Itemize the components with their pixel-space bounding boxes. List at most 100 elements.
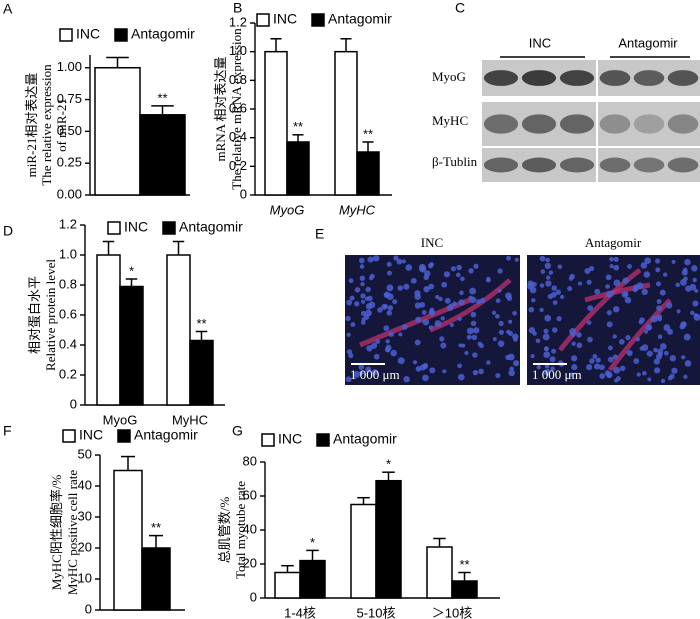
- nucleus: [646, 350, 653, 357]
- nucleus: [645, 324, 652, 331]
- nucleus: [442, 369, 447, 374]
- nucleus: [412, 360, 418, 365]
- nucleus: [439, 336, 445, 342]
- nucleus: [683, 374, 688, 379]
- nucleus: [693, 313, 698, 318]
- nucleus: [443, 271, 450, 278]
- y-tick-label: 50: [78, 446, 92, 461]
- y-tick-label: 0.6: [229, 100, 247, 115]
- nucleus: [359, 275, 366, 281]
- nucleus: [392, 299, 398, 305]
- nucleus: [457, 316, 462, 322]
- nucleus: [448, 303, 454, 308]
- nucleus: [440, 342, 447, 349]
- significance: **: [293, 119, 303, 134]
- nucleus: [358, 364, 365, 370]
- nucleus: [647, 377, 652, 382]
- nucleus: [530, 354, 535, 359]
- nucleus: [345, 315, 351, 322]
- bar-chart: B 0 0.2 0.4 0.6 0.8 1.0 1.2 mRNA 相对表达量 The relati…: [213, 0, 392, 217]
- nucleus: [387, 305, 394, 311]
- nucleus: [532, 281, 537, 287]
- nucleus: [641, 288, 648, 296]
- nucleus: [694, 288, 699, 293]
- nucleus: [360, 293, 366, 299]
- significance: *: [310, 535, 315, 550]
- nucleus: [450, 266, 457, 272]
- nucleus: [666, 328, 674, 335]
- nucleus: [478, 368, 484, 375]
- nucleus: [469, 287, 477, 295]
- nucleus: [485, 277, 491, 283]
- nucleus: [421, 310, 427, 315]
- nucleus: [692, 277, 697, 283]
- nucleus: [415, 316, 422, 323]
- nucleus: [548, 270, 554, 275]
- nucleus: [612, 306, 620, 313]
- nucleus: [544, 314, 552, 322]
- legend-swatch: [256, 13, 270, 27]
- nucleus: [386, 270, 392, 276]
- nucleus: [455, 272, 461, 278]
- nucleus: [505, 292, 512, 299]
- nucleus: [609, 256, 614, 262]
- nucleus: [346, 332, 351, 337]
- nucleus: [414, 339, 421, 346]
- nucleus: [607, 356, 614, 363]
- myotube: [558, 268, 642, 352]
- blot-band: [483, 70, 519, 86]
- nucleus: [680, 321, 687, 328]
- legend-swatch: [162, 221, 176, 235]
- bar: [350, 503, 377, 599]
- nucleus: [663, 350, 669, 356]
- nucleus: [386, 284, 394, 292]
- blot-band: [667, 114, 699, 134]
- nucleus: [457, 363, 462, 369]
- nucleus: [495, 298, 501, 304]
- row-label: MyHC: [432, 113, 468, 128]
- bar-chart: G 0 20 40 60 80 总肌管数/% Total myotube rate 1-4核 5-…: [217, 423, 500, 619]
- nucleus: [393, 255, 399, 261]
- blot-band: [559, 70, 595, 86]
- nucleus: [359, 264, 365, 269]
- blot-band: [667, 70, 699, 86]
- y-tick-label: 10: [78, 570, 92, 585]
- bar: [113, 469, 143, 611]
- blot-band: [483, 157, 519, 173]
- nucleus: [441, 281, 448, 288]
- nucleus: [371, 369, 378, 376]
- nucleus: [571, 355, 578, 362]
- nucleus: [657, 334, 663, 340]
- nucleus: [635, 336, 640, 342]
- y-axis-label: MyHC阳性细胞率/%: [49, 475, 64, 591]
- nucleus: [539, 307, 544, 313]
- blot-band: [483, 114, 519, 134]
- nucleus: [539, 255, 546, 262]
- nucleus: [464, 350, 469, 356]
- nucleus: [619, 339, 625, 345]
- nucleus: [622, 277, 629, 284]
- significance: **: [363, 126, 373, 141]
- nucleus: [366, 345, 373, 352]
- nucleus: [428, 283, 435, 290]
- bar: [264, 50, 288, 196]
- row-label: MyoG: [432, 69, 466, 84]
- nucleus: [577, 281, 582, 286]
- nucleus: [659, 343, 667, 350]
- nucleus: [660, 378, 666, 384]
- nucleus: [414, 302, 422, 309]
- nucleus: [684, 360, 692, 367]
- nucleus: [367, 256, 374, 263]
- nucleus: [536, 365, 541, 370]
- legend-swatch: [62, 429, 76, 443]
- nucleus: [613, 279, 621, 287]
- nucleus: [495, 314, 500, 319]
- legend-swatch: [261, 433, 275, 447]
- nucleus: [459, 290, 464, 296]
- nucleus: [665, 302, 673, 309]
- nucleus: [361, 317, 366, 322]
- nucleus: [656, 314, 663, 320]
- nucleus: [386, 261, 392, 267]
- blot-bg: [598, 102, 700, 146]
- nucleus: [403, 283, 410, 290]
